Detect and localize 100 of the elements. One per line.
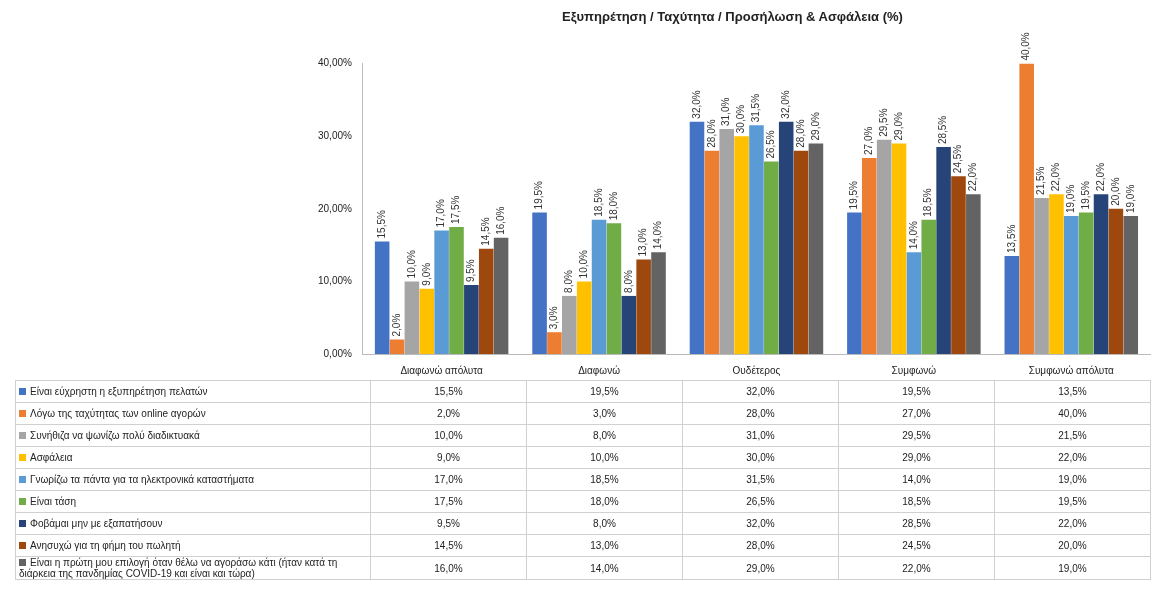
bar [651, 252, 666, 354]
data-label: 2,0% [370, 402, 527, 425]
legend-label: Λόγω της ταχύτητας των online αγορών [15, 402, 371, 425]
text: 31,5% [750, 93, 762, 123]
data-label: 14,0% [838, 468, 995, 491]
legend-label: Ανησυχώ για τη φήμη του πωλητή [15, 534, 371, 557]
text: 29,0% [809, 112, 821, 141]
bar [419, 288, 435, 354]
data-label: 20,0% [994, 534, 1151, 557]
text: 30,0% [735, 104, 747, 134]
legend-label: Είναι εύχρηστη η εξυπηρέτηση πελατών [15, 380, 371, 403]
bar [951, 176, 966, 354]
bar [404, 281, 420, 354]
text: 19,0% [1124, 184, 1136, 214]
legend-label: Φοβάμαι μην με εξαπατήσουν [15, 512, 371, 535]
text: 27,0% [863, 126, 875, 155]
text: 9,0% [420, 262, 432, 286]
data-label: 28,0% [682, 402, 839, 425]
bar [1093, 194, 1109, 354]
data-label: 19,0% [994, 468, 1151, 491]
bar [966, 194, 981, 354]
text: 31,0% [720, 97, 732, 126]
data-label: 32,0% [682, 512, 839, 535]
text: 22,0% [967, 162, 979, 192]
bar [562, 295, 577, 354]
data-label: 40,0% [994, 402, 1151, 425]
text: 19,5% [1079, 181, 1091, 210]
bar [764, 161, 779, 354]
text: 19,5% [533, 181, 545, 210]
data-label: 19,5% [526, 380, 683, 403]
bar [532, 212, 547, 354]
bar [1108, 208, 1124, 354]
data-label: 13,0% [526, 534, 683, 557]
legend-label: Ασφάλεια [15, 446, 371, 469]
y-tick-label: 20,00% [317, 202, 353, 214]
bar [1034, 197, 1049, 354]
data-label: 22,0% [994, 512, 1151, 535]
bar [891, 143, 907, 354]
text: 26,5% [765, 130, 777, 159]
data-label: 29,5% [838, 424, 995, 447]
bar [1064, 216, 1079, 354]
bar [1004, 255, 1020, 354]
data-label: 18,5% [838, 490, 995, 513]
text: 29,5% [877, 108, 889, 137]
y-tick-label: 30,00% [317, 129, 353, 141]
data-label: 14,0% [526, 556, 683, 580]
data-label: 27,0% [838, 402, 995, 425]
text: 14,0% [907, 221, 919, 250]
bar [606, 223, 622, 354]
text: 8,0% [622, 270, 634, 293]
data-label: 10,0% [526, 446, 683, 469]
bar [704, 150, 720, 354]
bar [636, 259, 651, 354]
bar [478, 248, 494, 354]
data-label: 19,0% [994, 556, 1151, 580]
text: 19,0% [1065, 184, 1077, 214]
bar [876, 139, 892, 354]
data-label: 8,0% [526, 424, 683, 447]
data-label: 19,5% [838, 380, 995, 403]
bar [547, 332, 562, 354]
bar [1049, 194, 1064, 354]
text: 20,0% [1109, 177, 1121, 206]
bar [374, 241, 390, 354]
text: 22,0% [1094, 162, 1106, 192]
bar [749, 125, 764, 354]
data-label: 10,0% [370, 424, 527, 447]
data-label: 22,0% [994, 446, 1151, 469]
text: 18,0% [607, 191, 619, 221]
bar [449, 226, 464, 354]
legend-label: Γνωρίζω τα πάντα για τα ηλεκτρονικά καταστήματα [15, 468, 371, 491]
bar [1123, 216, 1139, 354]
bar [719, 128, 735, 354]
text: 9,5% [465, 259, 477, 283]
data-label: 28,0% [682, 534, 839, 557]
x-tick-label: Ουδέτερος [732, 364, 781, 376]
bar [389, 339, 405, 354]
text: 22,0% [1050, 162, 1062, 192]
bar [689, 121, 705, 354]
legend-label: Είναι η πρώτη μου επιλογή όταν θέλω να αγοράσω κάτι (ήταν κατά τη διάρκεια της πανδημίας COVID-19 και είναι και τώρα) [15, 556, 371, 580]
data-label: 32,0% [682, 380, 839, 403]
bar [1019, 63, 1034, 354]
text: 18,5% [922, 188, 934, 217]
bar [936, 147, 951, 354]
text: 18,5% [592, 188, 604, 217]
data-label: 19,5% [994, 490, 1151, 513]
bar [1078, 212, 1094, 354]
bar [808, 143, 824, 354]
bar [793, 150, 809, 354]
text: 14,0% [652, 221, 664, 250]
bar [778, 121, 794, 354]
data-label: 29,0% [682, 556, 839, 580]
data-label: 31,0% [682, 424, 839, 447]
legend-label: Είναι τάση [15, 490, 371, 513]
bar [493, 237, 509, 354]
data-label: 9,0% [370, 446, 527, 469]
text: 16,0% [494, 206, 506, 235]
text: 32,0% [690, 90, 702, 119]
text: 28,5% [937, 115, 949, 145]
data-label: 3,0% [526, 402, 683, 425]
bar [847, 212, 862, 354]
